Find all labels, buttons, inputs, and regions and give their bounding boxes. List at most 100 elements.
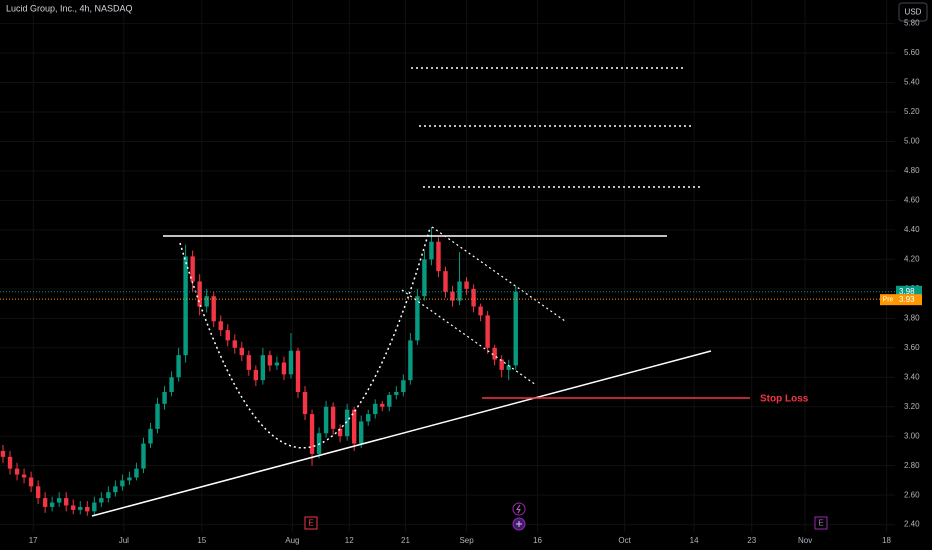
y-tick-label: 4.40 <box>904 225 920 234</box>
candle-body <box>0 450 6 457</box>
candle-body <box>204 296 209 307</box>
candle-body <box>169 377 174 392</box>
currency-button[interactable] <box>898 2 928 22</box>
candle-body <box>162 392 167 404</box>
x-tick-label: Oct <box>618 536 631 545</box>
x-tick-label: Jul <box>119 536 129 545</box>
candles <box>0 226 518 516</box>
candle-body <box>506 365 511 370</box>
candle-body <box>288 350 294 375</box>
candle-body <box>302 392 308 415</box>
candle-body <box>21 474 27 478</box>
y-tick-label: 2.40 <box>904 520 920 529</box>
split-glyph <box>516 504 521 514</box>
x-tick-label: 23 <box>747 536 756 545</box>
y-tick-label: 3.20 <box>904 402 920 411</box>
candle-body <box>478 306 483 316</box>
pre-market-badge <box>880 294 896 306</box>
y-tick-label: 4.20 <box>904 254 920 263</box>
x-tick-label: 17 <box>29 536 38 545</box>
earnings-label[interactable]: E <box>818 519 823 528</box>
price-axis <box>895 0 932 550</box>
earnings-icon[interactable] <box>304 516 318 530</box>
y-tick-label: 5.80 <box>904 19 920 28</box>
currency-label[interactable]: USD <box>905 8 922 17</box>
candle-body <box>246 355 252 370</box>
candle-body <box>78 506 83 510</box>
candle-body <box>71 505 76 510</box>
x-tick-label: Sep <box>459 536 474 545</box>
candle-body <box>218 321 223 331</box>
candle-body <box>422 259 427 297</box>
candle-body <box>359 421 364 444</box>
candle-body <box>387 394 392 407</box>
candle-body <box>197 281 202 307</box>
candle-body <box>380 403 385 407</box>
events: E E <box>304 502 828 531</box>
stop-loss-label: Stop Loss <box>760 394 809 405</box>
y-tick-label: 5.00 <box>904 137 920 146</box>
candle-body <box>239 347 245 356</box>
candle-body <box>492 347 497 360</box>
candle-body <box>471 288 476 307</box>
candle-body <box>183 256 188 356</box>
candle-body <box>134 468 139 478</box>
candle-body <box>176 355 181 378</box>
y-tick-label: 5.40 <box>904 78 920 87</box>
x-tick-label: 18 <box>882 536 891 545</box>
candle-body <box>253 369 259 381</box>
y-tick-label: 2.80 <box>904 461 920 470</box>
candle-body <box>351 409 357 444</box>
y-tick-label: 3.80 <box>904 313 920 322</box>
y-tick-label: 4.60 <box>904 196 920 205</box>
candle-body <box>436 241 441 272</box>
y-tick-label: 3.60 <box>904 343 920 352</box>
trendline <box>91 350 712 517</box>
earnings-icon[interactable] <box>814 516 828 530</box>
candle-body <box>155 403 160 429</box>
y-tick-label: 4.80 <box>904 166 920 175</box>
x-tick-label: 21 <box>401 536 410 545</box>
candle-body <box>127 477 132 481</box>
earnings-label[interactable]: E <box>308 519 313 528</box>
candle-body <box>225 330 230 341</box>
candle-body <box>141 443 146 469</box>
candle-body <box>499 359 504 370</box>
candle-body <box>394 392 399 395</box>
candle-body <box>330 406 336 429</box>
x-tick-label: 15 <box>197 536 206 545</box>
grid <box>0 0 895 532</box>
x-tick-label: 12 <box>345 536 354 545</box>
candle-body <box>35 486 41 499</box>
candle-body <box>260 355 266 381</box>
candle-body <box>148 428 153 444</box>
candle-body <box>190 256 195 282</box>
last-price-label: 3.98 <box>899 287 915 296</box>
pre-market-tag <box>896 294 922 306</box>
channel-line <box>401 289 537 386</box>
cup-curve <box>179 227 431 449</box>
x-tick-label: 16 <box>533 536 542 545</box>
candle-body <box>99 498 104 503</box>
candle-body <box>415 296 420 341</box>
pre-market-price-label: 3.93 <box>899 295 915 304</box>
candle-body <box>309 414 315 454</box>
candle-body <box>401 380 406 392</box>
candle-body <box>344 409 350 437</box>
candle-body <box>120 480 125 487</box>
candle-body <box>485 315 490 348</box>
candle-body <box>281 362 287 375</box>
y-tick-label: 2.60 <box>904 490 920 499</box>
candle-body <box>14 468 20 475</box>
candle-body <box>106 492 111 499</box>
candle-body <box>92 502 97 512</box>
candle-body <box>464 281 469 289</box>
pre-market-badge-label: Pre <box>883 297 894 304</box>
candle-body <box>443 271 448 292</box>
candle-body <box>113 486 118 493</box>
candle-body <box>56 498 62 503</box>
candle-body <box>457 281 462 301</box>
candle-body <box>49 502 55 507</box>
candle-body <box>295 350 301 392</box>
